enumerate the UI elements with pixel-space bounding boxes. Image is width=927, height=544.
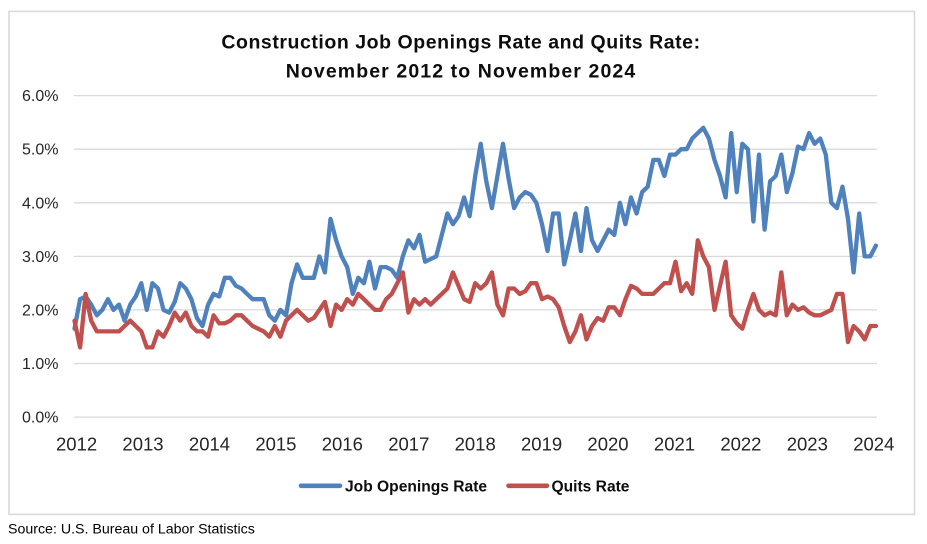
- svg-text:2014: 2014: [189, 434, 230, 455]
- svg-text:Quits Rate: Quits Rate: [552, 478, 630, 495]
- svg-text:2024: 2024: [853, 434, 894, 455]
- svg-text:0.0%: 0.0%: [22, 410, 58, 427]
- svg-text:1.0%: 1.0%: [22, 356, 58, 373]
- svg-text:6.0%: 6.0%: [22, 88, 58, 105]
- svg-text:Construction Job Openings Rate: Construction Job Openings Rate and Quits…: [221, 32, 700, 54]
- svg-text:2013: 2013: [122, 434, 163, 455]
- svg-text:5.0%: 5.0%: [22, 142, 58, 159]
- svg-text:2012: 2012: [56, 434, 97, 455]
- svg-text:November 2012 to November 2024: November 2012 to November 2024: [286, 61, 637, 83]
- svg-text:2.0%: 2.0%: [22, 302, 58, 319]
- svg-text:2017: 2017: [388, 434, 429, 455]
- svg-text:2021: 2021: [654, 434, 695, 455]
- svg-text:2018: 2018: [455, 434, 496, 455]
- svg-text:Source: U.S. Bureau of Labor S: Source: U.S. Bureau of Labor Statistics: [8, 522, 255, 538]
- svg-text:2022: 2022: [720, 434, 761, 455]
- svg-text:2019: 2019: [521, 434, 562, 455]
- svg-text:2016: 2016: [322, 434, 363, 455]
- svg-text:2023: 2023: [787, 434, 828, 455]
- svg-text:2015: 2015: [255, 434, 296, 455]
- svg-text:Job Openings Rate: Job Openings Rate: [345, 478, 487, 495]
- svg-text:4.0%: 4.0%: [22, 195, 58, 212]
- svg-text:2020: 2020: [587, 434, 628, 455]
- svg-text:3.0%: 3.0%: [22, 249, 58, 266]
